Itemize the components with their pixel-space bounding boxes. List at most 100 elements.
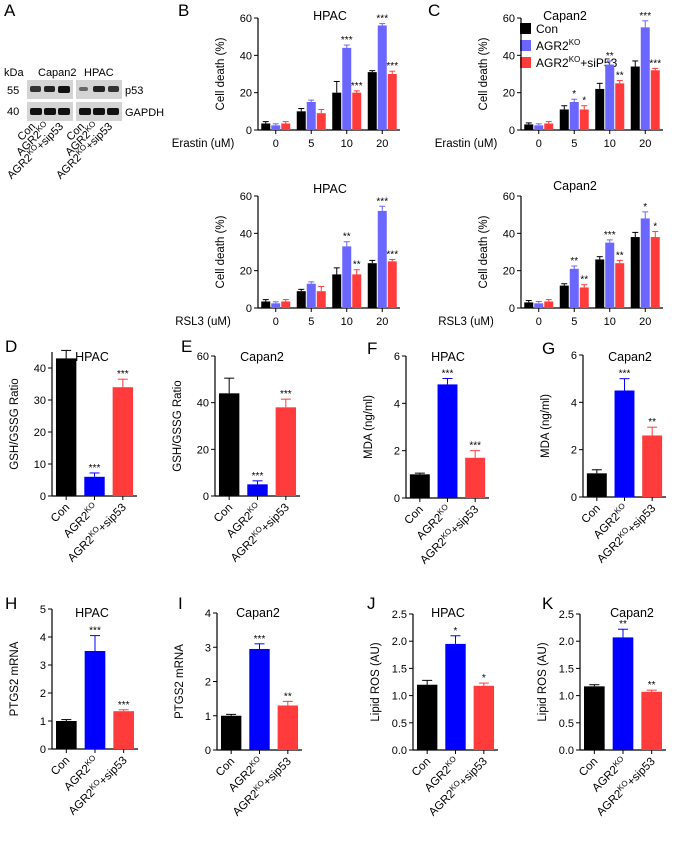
y-tick-label: 0 bbox=[394, 493, 400, 505]
bar bbox=[534, 303, 544, 308]
bar bbox=[612, 637, 634, 750]
x-tick-label: 20 bbox=[639, 316, 651, 328]
x-category-label: Con bbox=[212, 502, 235, 525]
y-tick-label: 2.5 bbox=[392, 609, 407, 621]
y-tick-label: 60 bbox=[240, 191, 252, 203]
y-tick-label: 60 bbox=[197, 351, 209, 363]
chart-title: HPAC bbox=[313, 9, 347, 23]
y-tick-label: 20 bbox=[503, 88, 515, 100]
x-tick-label: 5 bbox=[571, 316, 577, 328]
y-tick-label: 40 bbox=[503, 228, 515, 240]
y-tick-label: 1.0 bbox=[559, 691, 574, 703]
band-capan2-gapdh-sip53 bbox=[58, 108, 70, 115]
chart-title: Capan2 bbox=[608, 350, 652, 364]
bar bbox=[249, 648, 270, 750]
band-hpac-p53-ko bbox=[93, 86, 105, 92]
western-blot-panel: A kDa Capan2 HPAC 55 40 p53 GAPDH ConAGR… bbox=[4, 1, 164, 182]
panel-letter: F bbox=[367, 339, 377, 358]
mw-40-label: 40 bbox=[7, 106, 19, 118]
significance-stars: *** bbox=[619, 369, 631, 380]
bar bbox=[352, 92, 362, 130]
bar bbox=[316, 113, 326, 130]
y-tick-label: 0 bbox=[509, 125, 515, 137]
x-tick-label: 0 bbox=[536, 316, 542, 328]
y-axis-label: PTGS2 mRNA bbox=[174, 644, 186, 719]
bar bbox=[247, 484, 268, 496]
bar bbox=[113, 711, 134, 749]
chart-title: Capan2 bbox=[240, 350, 284, 364]
y-tick-label: 0.0 bbox=[559, 745, 574, 757]
y-tick-label: 4 bbox=[394, 398, 400, 410]
y-tick-label: 20 bbox=[240, 266, 252, 278]
significance-stars: *** bbox=[376, 196, 388, 207]
bar bbox=[544, 123, 554, 130]
x-tick-label: 0 bbox=[273, 316, 279, 328]
x-tick-label: 5 bbox=[308, 316, 314, 328]
y-axis-label: Lipid ROS (AU) bbox=[537, 642, 549, 721]
y-tick-label: 0 bbox=[40, 491, 46, 503]
bar bbox=[605, 64, 615, 130]
band-hpac-p53-sip53 bbox=[108, 86, 119, 92]
x-category-label: Con bbox=[49, 502, 72, 525]
significance-stars: ** bbox=[343, 232, 351, 243]
band-capan2-p53-sip53 bbox=[58, 86, 70, 93]
panel-letter: J bbox=[367, 594, 376, 613]
panel-letter-a: A bbox=[4, 1, 16, 20]
y-tick-label: 0.5 bbox=[392, 718, 407, 730]
significance-stars: ** bbox=[616, 71, 624, 82]
significance-stars: *** bbox=[604, 230, 616, 241]
panel-letter: I bbox=[178, 594, 183, 613]
y-tick-label: 3 bbox=[205, 642, 211, 654]
band-hpac-gapdh-con bbox=[79, 108, 91, 115]
significance-stars: ** bbox=[284, 691, 292, 702]
y-tick-label: 40 bbox=[503, 50, 515, 62]
chart-title: HPAC bbox=[313, 182, 347, 196]
y-axis-label: GSH/GSSG Ratio bbox=[172, 380, 184, 471]
y-axis-label: Cell death (%) bbox=[478, 215, 490, 288]
y-tick-label: 0 bbox=[571, 492, 577, 504]
y-tick-label: 0 bbox=[509, 303, 515, 315]
panel-letter: E bbox=[181, 337, 192, 356]
significance-stars: *** bbox=[252, 471, 264, 482]
band-hpac-gapdh-sip53 bbox=[107, 108, 119, 115]
bar bbox=[277, 705, 299, 750]
y-tick-label: 40 bbox=[240, 228, 252, 240]
bar bbox=[112, 387, 134, 496]
legend-swatch-con bbox=[520, 23, 531, 34]
significance-stars: *** bbox=[118, 700, 130, 711]
panel-letter: D bbox=[5, 337, 17, 356]
y-tick-label: 20 bbox=[197, 444, 209, 456]
significance-stars: ** bbox=[648, 417, 656, 428]
mw-55-label: 55 bbox=[7, 85, 19, 97]
x-tick-label: 20 bbox=[639, 138, 651, 150]
significance-stars: * bbox=[454, 626, 458, 637]
band-capan2-p53-con bbox=[30, 86, 41, 92]
significance-stars: * bbox=[582, 96, 586, 107]
bar bbox=[342, 47, 352, 130]
bar bbox=[377, 25, 387, 130]
significance-stars: *** bbox=[649, 58, 661, 69]
bar bbox=[387, 261, 397, 308]
bar bbox=[342, 246, 352, 308]
significance-stars: ** bbox=[580, 275, 588, 286]
bar bbox=[275, 407, 297, 496]
y-tick-label: 20 bbox=[503, 266, 515, 278]
bar bbox=[281, 301, 291, 308]
band-capan2-p53-ko bbox=[44, 86, 55, 92]
bar bbox=[579, 287, 589, 308]
x-tick-label: 10 bbox=[341, 316, 353, 328]
y-axis-label: Lipid ROS (AU) bbox=[370, 642, 382, 721]
significance-stars: *** bbox=[341, 35, 353, 46]
significance-stars: *** bbox=[639, 11, 651, 22]
y-tick-label: 5 bbox=[40, 604, 46, 616]
panel-letter: G bbox=[542, 339, 555, 358]
bar bbox=[641, 691, 662, 750]
chart-b1: B HPAC 0 20 40 60 Cell death (%) 0 5 10 *** *** 20 **… bbox=[172, 1, 400, 150]
panel-letter: B bbox=[178, 1, 189, 20]
y-tick-label: 0 bbox=[246, 303, 252, 315]
